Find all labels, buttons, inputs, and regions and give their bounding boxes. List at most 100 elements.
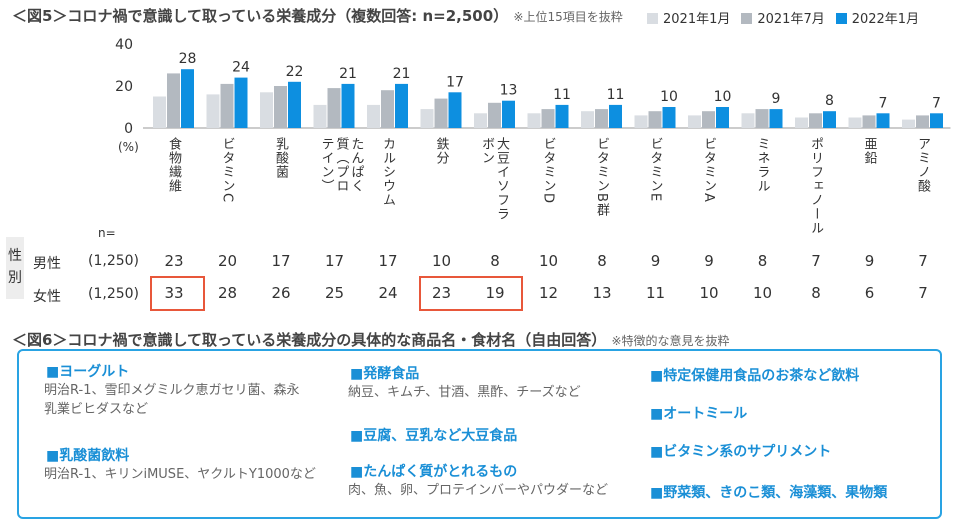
fig6-title-text: ＜図6＞コロナ禍で意識して取っている栄養成分の具体的な商品名・食材名（自由回答）: [12, 331, 607, 349]
female-value-cell: 23: [431, 284, 452, 302]
male-value-cell: 17: [378, 252, 398, 270]
answer-head-oatmeal: ■オートミール: [650, 406, 748, 422]
bar-2021年7月: [809, 113, 822, 128]
bar-2022年1月: [234, 77, 248, 128]
male-value-cell: 8: [490, 252, 500, 270]
chart-legend: 2021年1月 2021年7月 2022年1月: [647, 8, 919, 27]
category-label: ミネラル: [754, 137, 770, 193]
fig6-title: ＜図6＞コロナ禍で意識して取っている栄養成分の具体的な商品名・食材名（自由回答）…: [12, 329, 730, 350]
data-label: 9: [772, 91, 781, 107]
category-label: カルシウム: [380, 137, 395, 207]
female-value-cell: 10: [699, 284, 719, 302]
bar-2021年1月: [420, 109, 434, 128]
category-label: ビタミンD: [540, 137, 556, 205]
male-value-cell: 10: [538, 252, 559, 270]
fig5-title: ＜図5＞コロナ禍で意識して取っている栄養成分（複数回答: n=2,500） ※上…: [12, 5, 623, 26]
data-label: 11: [607, 87, 625, 103]
bar-2021年1月: [902, 119, 915, 128]
data-label: 8: [825, 93, 834, 109]
bar-2021年1月: [848, 117, 862, 128]
bar-2021年1月: [795, 117, 808, 128]
female-value-cell: 24: [378, 284, 398, 302]
answer-body-fermented: 納豆、キムチ、甘酒、黒酢、チーズなど: [348, 385, 581, 400]
data-label: 24: [232, 60, 250, 76]
bar-2021年1月: [527, 113, 541, 128]
bar-2022年1月: [769, 109, 783, 128]
male-value-cell: 9: [650, 252, 661, 270]
female-value-cell: 8: [811, 284, 821, 302]
male-value-cell: 7: [811, 252, 821, 270]
fig5-note: ※上位15項目を抜粋: [513, 10, 623, 24]
category-label: 大豆イソフラボン: [479, 137, 509, 221]
male-value-cell: 9: [864, 252, 875, 270]
bar-2022年1月: [930, 113, 943, 128]
female-value-cell: 6: [864, 284, 875, 302]
female-value-cell: 12: [538, 284, 559, 302]
data-label: 10: [660, 89, 678, 105]
bar-chart: 0 20 40 28 24 22 21 21 17 13 11 11 10 10 9 8 7 7: [115, 37, 951, 137]
category-label: ビタミンE: [647, 137, 663, 203]
bar-2022年1月: [716, 107, 729, 128]
highlight-box-fiber: [150, 276, 205, 311]
bar-2021年7月: [274, 86, 287, 128]
bar-2022年1月: [502, 100, 515, 128]
answer-body-yogurt: 明治R-1、雪印メグミルク恵ガセリ菌、森永乳業ビヒダスなど: [44, 383, 300, 417]
male-value-cell: 7: [918, 252, 928, 270]
y-tick-label: 40: [115, 37, 133, 53]
fig6-note: ※特徴的な意見を抜粋: [611, 334, 730, 348]
male-n: (1,250): [88, 253, 140, 269]
legend-label: 2021年7月: [757, 12, 825, 27]
female-value-cell: 7: [918, 284, 928, 302]
category-label: 食物繊維: [166, 137, 181, 193]
category-label: アミノ酸: [915, 137, 930, 193]
bar-2022年1月: [181, 69, 194, 128]
bar-2022年1月: [288, 81, 301, 128]
category-label: 乳酸菌: [273, 137, 288, 179]
y-tick-label: 20: [115, 79, 133, 95]
answer-body-protein: 肉、魚、卵、プロテインバーやパウダーなど: [348, 483, 609, 498]
female-value-cell: 13: [592, 284, 612, 302]
bar-2021年1月: [206, 94, 220, 128]
female-row-label: 女性: [33, 289, 61, 305]
answer-head-yogurt: ■ヨーグルト: [46, 364, 130, 380]
male-value-cell: 9: [704, 252, 714, 270]
legend-item-2022-01: 2022年1月: [835, 8, 919, 27]
female-value-cell: 28: [217, 284, 238, 302]
bar-2021年7月: [381, 90, 394, 128]
male-value-cell: 17: [324, 252, 345, 270]
male-value-cell: 17: [271, 252, 291, 270]
data-label: 7: [932, 95, 941, 111]
male-value-cell: 10: [431, 252, 452, 270]
answer-head-vitamin-supplement: ■ビタミン系のサプリメント: [650, 444, 832, 460]
category-label: ビタミンB群: [594, 137, 609, 217]
bar-2021年1月: [474, 113, 487, 128]
bar-2022年1月: [609, 104, 622, 128]
answer-head-soy: ■豆腐、豆乳など大豆食品: [350, 428, 518, 444]
answer-head-lactic-drink: ■乳酸菌飲料: [46, 448, 130, 464]
male-value-cell: 8: [757, 252, 768, 270]
female-value-cell: 10: [752, 284, 773, 302]
sex-label: 性別: [6, 237, 24, 299]
highlight-box-iron-soy: [419, 276, 523, 311]
free-answer-panel: [17, 349, 942, 519]
bar-2022年1月: [876, 113, 890, 128]
female-value-cell: 25: [324, 284, 345, 302]
answer-head-fermented: ■発酵食品: [350, 366, 420, 382]
bar-2021年1月: [634, 115, 648, 128]
bar-2021年7月: [648, 111, 662, 128]
legend-label: 2021年1月: [663, 12, 731, 27]
answer-head-protein: ■たんぱく質がとれるもの: [350, 464, 518, 480]
data-label: 28: [179, 51, 197, 67]
bar-2021年7月: [434, 98, 448, 128]
data-label: 21: [339, 66, 357, 82]
answer-head-vegetables: ■野菜類、きのこ類、海藻類、果物類: [650, 485, 888, 501]
data-label: 22: [286, 64, 304, 80]
female-value-cell: 11: [645, 284, 666, 302]
bar-2022年1月: [395, 83, 408, 128]
legend-swatch: [647, 13, 658, 24]
bar-2021年1月: [153, 96, 166, 128]
legend-swatch: [741, 13, 753, 24]
data-label: 11: [553, 87, 571, 103]
category-label: たんぱく質（プロテイン）: [318, 137, 364, 193]
bar-2022年1月: [555, 104, 569, 128]
